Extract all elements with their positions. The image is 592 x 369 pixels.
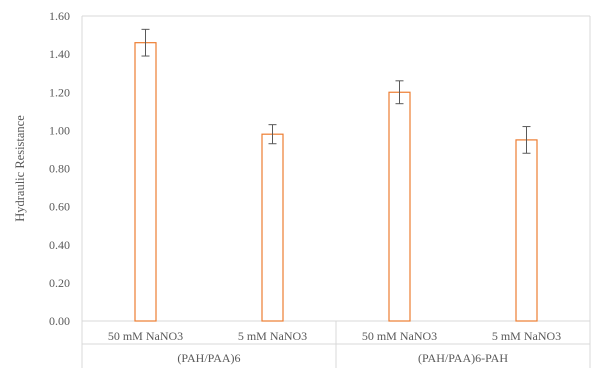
bar [515,139,538,322]
bar [388,91,411,322]
x-category-label: 5 mM NaNO3 [492,329,561,343]
error-bar [395,80,404,105]
y-tick-label: 1.00 [49,123,70,137]
y-tick-label: 0.40 [49,238,70,252]
error-bar [141,28,150,57]
x-category-label: 50 mM NaNO3 [362,329,437,343]
y-axis-ticks: 0.00 0.20 0.40 0.60 0.80 1.00 1.20 1.40 1.60 [49,9,70,328]
error-bar [268,124,277,145]
y-tick-label: 0.20 [49,276,70,290]
y-tick-label: 1.60 [49,9,70,23]
x-group-label: (PAH/PAA)6-PAH [418,351,508,365]
y-tick-label: 0.00 [49,314,70,328]
x-axis: 50 mM NaNO3 5 mM NaNO3 50 mM NaNO3 5 mM NaN… [82,321,590,368]
error-bars [141,28,531,154]
plot-frame [81,15,591,368]
x-group-label: (PAH/PAA)6 [177,351,240,365]
y-tick-label: 0.60 [49,200,70,214]
y-axis-title: Hydraulic Resistance [13,115,27,222]
x-category-label: 5 mM NaNO3 [238,329,307,343]
bar [261,133,284,322]
y-tick-label: 0.80 [49,162,70,176]
bar [134,42,157,322]
x-category-label: 50 mM NaNO3 [108,329,183,343]
bars [134,42,538,322]
error-bar [522,126,531,154]
y-tick-label: 1.40 [49,47,70,61]
y-tick-label: 1.20 [49,85,70,99]
